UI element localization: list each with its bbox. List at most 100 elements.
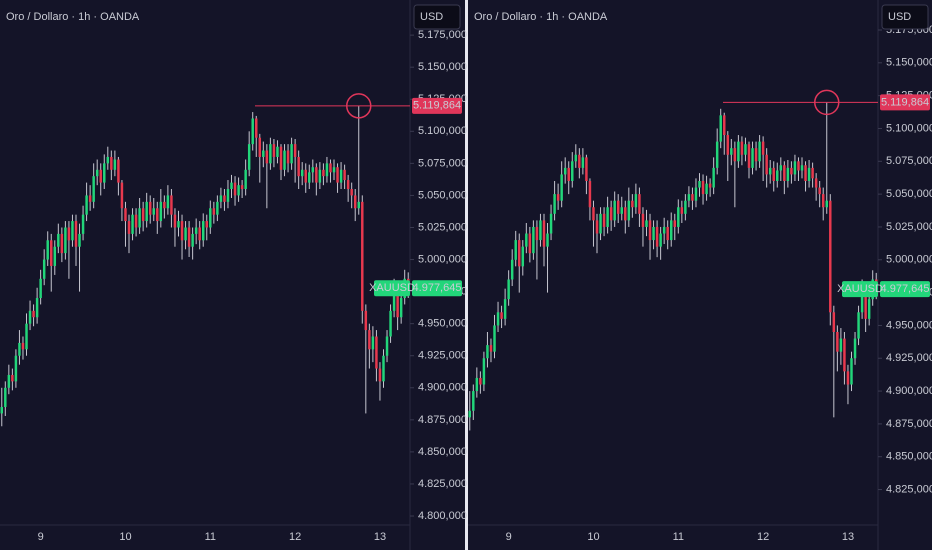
candle-body: [694, 187, 698, 201]
candle-body: [867, 299, 871, 319]
high-marker-circle: [346, 93, 372, 119]
candle-body: [814, 178, 818, 188]
candle-body: [804, 165, 807, 181]
candle-body: [783, 165, 786, 181]
candle-body: [297, 156, 300, 177]
candle-body: [399, 298, 403, 318]
y-tick-label: 4.925,000: [418, 350, 467, 362]
currency-box: [413, 4, 461, 30]
y-tick-label: 4.825,000: [886, 483, 932, 495]
candle-body: [740, 141, 744, 155]
chart-panel: 5.175,0005.150,0005.125,0005.100,0005.07…: [468, 0, 932, 550]
candle-body: [747, 144, 751, 168]
candle-body: [680, 207, 684, 214]
candle-body: [581, 157, 585, 168]
candle-body: [768, 167, 772, 175]
candle-body: [64, 227, 67, 254]
candle-body: [343, 169, 346, 181]
candle-body: [592, 207, 595, 221]
candle-body: [818, 187, 821, 195]
candle-body: [790, 167, 793, 175]
candle-body: [212, 208, 216, 215]
candle-body: [124, 208, 127, 222]
chart-title: Oro / Dollaro · 1h · OANDA: [6, 11, 140, 23]
y-tick-label: 5.000,000: [886, 254, 932, 266]
candle-body: [560, 174, 563, 201]
candle-body: [652, 226, 655, 241]
candle-body: [521, 246, 525, 267]
candle-body: [546, 233, 549, 247]
candle-body: [286, 150, 290, 164]
candle-body: [184, 227, 187, 241]
candle-body: [613, 200, 616, 221]
candle-body: [14, 355, 18, 382]
candle-body: [141, 208, 145, 222]
candle-body: [71, 221, 74, 241]
x-tick-label: 9: [38, 531, 44, 543]
candle-body: [609, 207, 613, 221]
candle-body: [209, 208, 212, 228]
candle-body: [758, 141, 761, 162]
candle-body: [567, 167, 570, 181]
candle-body: [648, 220, 652, 241]
candle-body: [332, 167, 336, 173]
candle-body: [78, 233, 81, 247]
candle-body: [585, 157, 588, 181]
candle-body: [322, 169, 325, 177]
last-price-label: 4.977,645: [881, 283, 930, 295]
candle-body: [468, 410, 472, 418]
candle-body: [4, 387, 7, 408]
candle-body: [226, 189, 230, 202]
candle-body: [244, 169, 247, 190]
y-tick-label: 4.825,000: [418, 478, 467, 490]
candle-body: [346, 180, 350, 190]
candle-body: [839, 338, 843, 352]
candle-body: [32, 310, 35, 318]
candle-body: [864, 292, 867, 319]
candle-body: [719, 115, 722, 142]
candle-body: [708, 183, 712, 188]
candle-body: [247, 144, 251, 170]
candle-body: [503, 299, 507, 319]
currency-label: USD: [888, 11, 911, 23]
y-tick-label: 5.025,000: [418, 221, 467, 233]
candle-body: [378, 368, 382, 382]
candle-body: [595, 220, 599, 234]
last-price-box: [412, 280, 462, 297]
x-tick-label: 11: [205, 531, 216, 543]
candle-body: [39, 278, 42, 299]
candle-body: [11, 374, 14, 382]
candle-body: [669, 220, 673, 241]
candle-body: [850, 358, 853, 385]
candle-body: [549, 213, 553, 234]
candle-body: [712, 167, 715, 188]
candle-body: [843, 338, 846, 372]
candle-body: [542, 220, 546, 247]
candle-body: [486, 345, 489, 359]
candle-body: [53, 246, 57, 266]
x-tick-label: 9: [506, 531, 512, 543]
chart-panel: 5.175,0005.150,0005.125,0005.100,0005.07…: [0, 0, 467, 550]
candle-body: [496, 312, 500, 326]
high-marker-circle: [814, 89, 840, 116]
separator: [465, 0, 468, 550]
candle-body: [353, 195, 357, 209]
y-tick-label: 5.025,000: [886, 221, 932, 233]
candle-body: [733, 148, 737, 162]
candle-body: [325, 163, 329, 177]
candle-body: [35, 298, 39, 318]
candle-body: [88, 195, 92, 202]
candle-body: [578, 154, 581, 168]
candle-body: [300, 169, 304, 177]
candle-body: [240, 185, 244, 190]
high-marker-label: 5.119,864: [881, 96, 929, 108]
candle-body: [21, 342, 25, 350]
candle-body: [99, 169, 102, 183]
candle-body: [368, 330, 371, 350]
y-tick-label: 4.900,000: [418, 382, 467, 394]
candle-body: [836, 331, 839, 352]
candle-body: [737, 141, 740, 162]
y-tick-label: 4.950,000: [886, 319, 932, 331]
